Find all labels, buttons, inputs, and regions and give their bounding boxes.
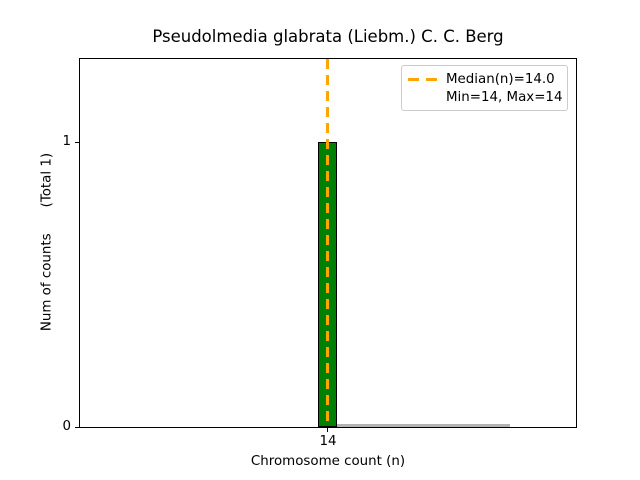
legend-row-minmax: Min=14, Max=14: [408, 88, 563, 106]
y-tick-label-0: 0: [62, 419, 71, 434]
x-tick-label-14: 14: [319, 434, 337, 449]
legend-row-median: Median(n)=14.0: [408, 70, 561, 88]
plot-area: Median(n)=14.0 Min=14, Max=14: [79, 58, 577, 428]
x-axis-label: Chromosome count (n): [250, 454, 406, 469]
y-axis-label: Num of counts (Total 1): [40, 153, 55, 331]
chart-title: Pseudolmedia glabrata (Liebm.) C. C. Ber…: [152, 27, 504, 46]
y-axis-label-main: Num of counts: [39, 233, 55, 332]
x-tick-mark-14: [327, 428, 328, 432]
y-tick-mark-0: [75, 427, 79, 428]
legend: Median(n)=14.0 Min=14, Max=14: [401, 65, 568, 111]
legend-dashed-line-icon: [408, 77, 437, 81]
y-tick-mark-1: [75, 142, 79, 143]
legend-median-label: Median(n)=14.0: [446, 71, 555, 87]
legend-minmax-label: Min=14, Max=14: [446, 89, 563, 105]
y-tick-label-1: 1: [62, 134, 71, 149]
y-axis-label-total: (Total 1): [39, 152, 55, 208]
zero-height-bars-line: [337, 424, 510, 427]
median-dashed-line: [326, 59, 329, 427]
